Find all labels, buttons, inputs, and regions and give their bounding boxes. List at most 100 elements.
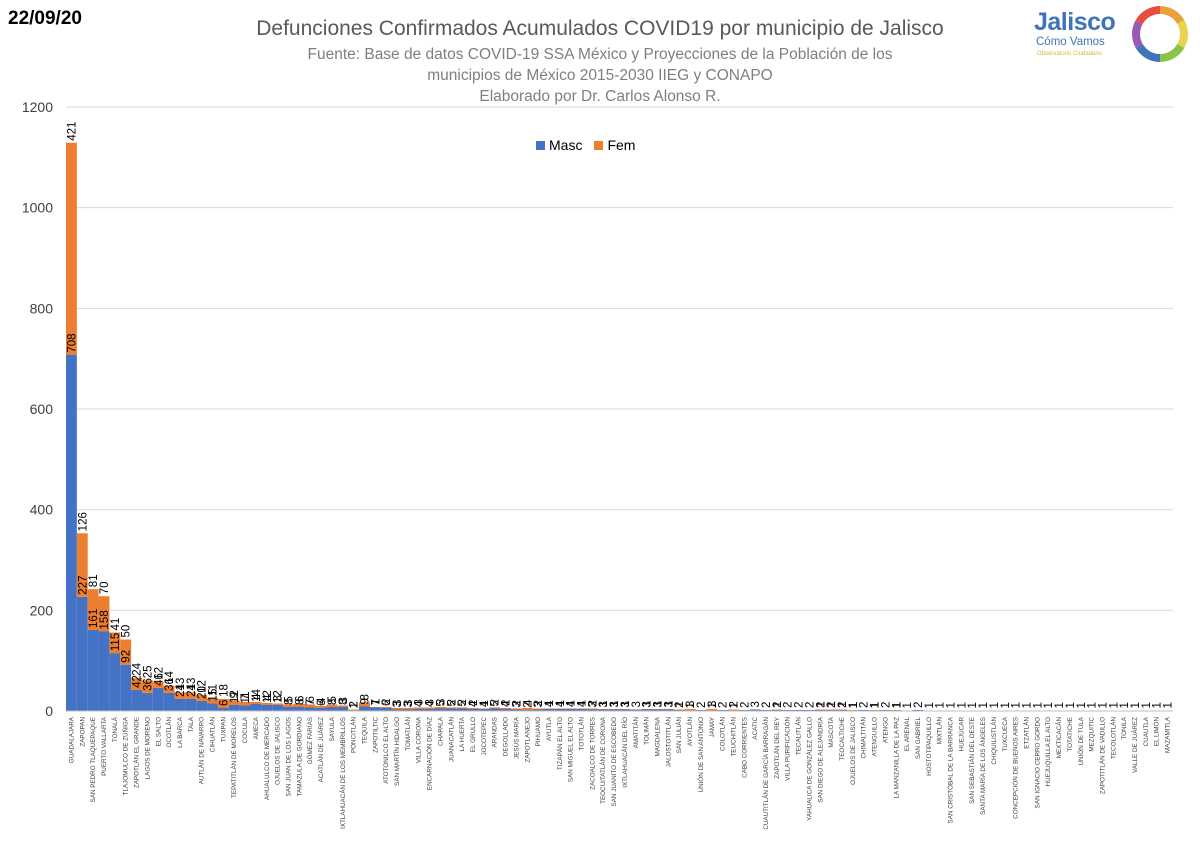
- data-label-masc: 1: [848, 702, 860, 708]
- x-tick-label: LA HUERTA: [459, 716, 466, 751]
- bar-fem: [652, 708, 663, 710]
- data-label-masc: 92: [121, 650, 133, 663]
- bar-masc: [977, 710, 989, 711]
- x-tick-label: YAHUALICA DE GONZÁLEZ GALLO: [804, 717, 813, 821]
- x-tick-label: LA BARCA: [177, 716, 184, 748]
- data-label-masc: 4: [555, 700, 567, 707]
- data-label-masc: 4: [414, 700, 426, 707]
- data-label-fem: 1: [663, 701, 675, 707]
- bar-fem: [869, 709, 880, 711]
- bar-masc: [619, 709, 631, 711]
- data-label-masc: 3: [631, 701, 643, 707]
- bar-masc: [934, 710, 946, 711]
- data-label-masc: 12: [229, 690, 241, 703]
- data-label-masc: 3: [511, 701, 523, 707]
- x-tick-label: SAN JULIÁN: [674, 717, 683, 754]
- bar-masc: [283, 706, 294, 711]
- x-tick-label: ZAPOTILTIC: [372, 717, 379, 753]
- data-label-fem: 2: [501, 700, 513, 706]
- data-label-fem: 2: [468, 700, 480, 706]
- data-label-fem: 2: [587, 700, 599, 706]
- bar-fem: [771, 709, 783, 710]
- bar-fem: [576, 708, 587, 709]
- data-label-masc: 3: [392, 701, 404, 707]
- data-label-masc: 2: [761, 702, 773, 708]
- bar-masc: [207, 703, 218, 711]
- x-tick-label: ZAPOTLÁN DEL REY: [772, 716, 781, 779]
- x-tick-label: VILLA CORONA: [416, 716, 423, 763]
- bar-masc: [966, 710, 978, 711]
- bar-masc: [1075, 710, 1087, 711]
- data-label-fem: 1: [566, 700, 578, 706]
- x-tick-label: TEOCUITATLÁN DE CORONA: [598, 716, 607, 804]
- bar-masc: [576, 708, 587, 711]
- data-label-fem: 1: [848, 702, 860, 708]
- bar-masc: [315, 707, 327, 711]
- bar-fem: [424, 707, 435, 709]
- data-label-masc: 1: [891, 702, 903, 708]
- bar-masc: [955, 710, 967, 711]
- data-label-masc: 1: [1054, 702, 1066, 708]
- data-label-fem: 13: [186, 678, 198, 691]
- data-label-masc: 2: [794, 702, 806, 708]
- logo-ring-segment: [1177, 20, 1188, 48]
- bar-masc: [825, 709, 837, 711]
- data-label-masc: 4: [501, 700, 513, 707]
- data-label-fem: 25: [142, 665, 154, 678]
- bar-fem: [304, 704, 316, 708]
- data-label-fem: 3: [403, 700, 415, 706]
- data-label-masc: 115: [110, 633, 122, 651]
- bar-masc: [478, 708, 490, 711]
- legend-item-masc: Masc: [536, 137, 582, 153]
- bar-masc: [402, 709, 414, 711]
- x-tick-label: TOMATLÁN: [403, 717, 412, 751]
- bar-masc: [597, 709, 609, 711]
- bar-fem: [489, 707, 501, 709]
- bar-masc: [109, 653, 121, 711]
- data-label-masc: 12: [273, 690, 285, 703]
- bar-fem: [391, 707, 403, 710]
- data-label-masc: 1: [902, 702, 914, 708]
- data-label-masc: 1: [967, 702, 979, 708]
- x-tick-label: VALLE DE JUÁREZ: [1130, 717, 1139, 773]
- bar-masc: [923, 710, 935, 711]
- bar-masc: [413, 708, 425, 711]
- x-tick-label: OJUELOS DE JALISCO: [850, 717, 857, 785]
- bar-masc: [304, 707, 316, 711]
- x-tick-label: TEPATITLÁN DE MORELOS: [229, 717, 238, 798]
- bar-fem: [76, 533, 88, 597]
- bar-fem: [380, 706, 392, 708]
- bar-fem: [87, 589, 99, 630]
- data-label-fem: 2: [533, 700, 545, 706]
- x-tick-label: TOLIMÁN: [642, 717, 651, 745]
- data-label-masc: 20: [197, 686, 209, 699]
- x-tick-label: JUANACATLÁN: [446, 717, 455, 762]
- data-label-fem: 1: [479, 700, 491, 706]
- bar-fem: [413, 707, 425, 709]
- x-tick-label: SAN MARTÍN HIDALGO: [392, 717, 401, 786]
- data-label-masc: 1: [1065, 702, 1077, 708]
- x-tick-label: TEUCHITLÁN: [728, 717, 737, 757]
- x-tick-label: TUXPAN: [220, 717, 227, 743]
- bar-masc: [988, 710, 1000, 711]
- x-tick-label: SAN JUAN DE LOS LAGOS: [285, 717, 292, 796]
- bar-fem: [532, 708, 544, 710]
- bar-masc: [250, 703, 262, 711]
- bar-fem: [228, 700, 240, 705]
- bar-fem: [608, 708, 620, 710]
- data-label-masc: 1: [1130, 702, 1142, 708]
- x-tick-label: TLAJOMULCO DE ZÚÑIGA: [121, 716, 130, 795]
- data-label-fem: 421: [66, 122, 78, 141]
- bar-fem: [467, 707, 479, 709]
- bar-masc: [337, 706, 349, 711]
- bar-masc: [261, 704, 273, 711]
- title-block: Defunciones Confirmados Acumulados COVID…: [180, 14, 1020, 107]
- bar-masc: [1118, 710, 1130, 711]
- x-tick-label: GÓMEZ FARÍAS: [305, 717, 314, 764]
- data-label-masc: 3: [609, 701, 621, 707]
- data-label-masc: 3: [750, 701, 762, 707]
- x-tick-label: ZAPOTLÁN EL GRANDE: [132, 717, 141, 788]
- x-tick-label: CHAPALA: [437, 716, 444, 746]
- x-tick-label: EL LIMÓN: [1152, 717, 1161, 747]
- bar-masc: [1162, 710, 1173, 711]
